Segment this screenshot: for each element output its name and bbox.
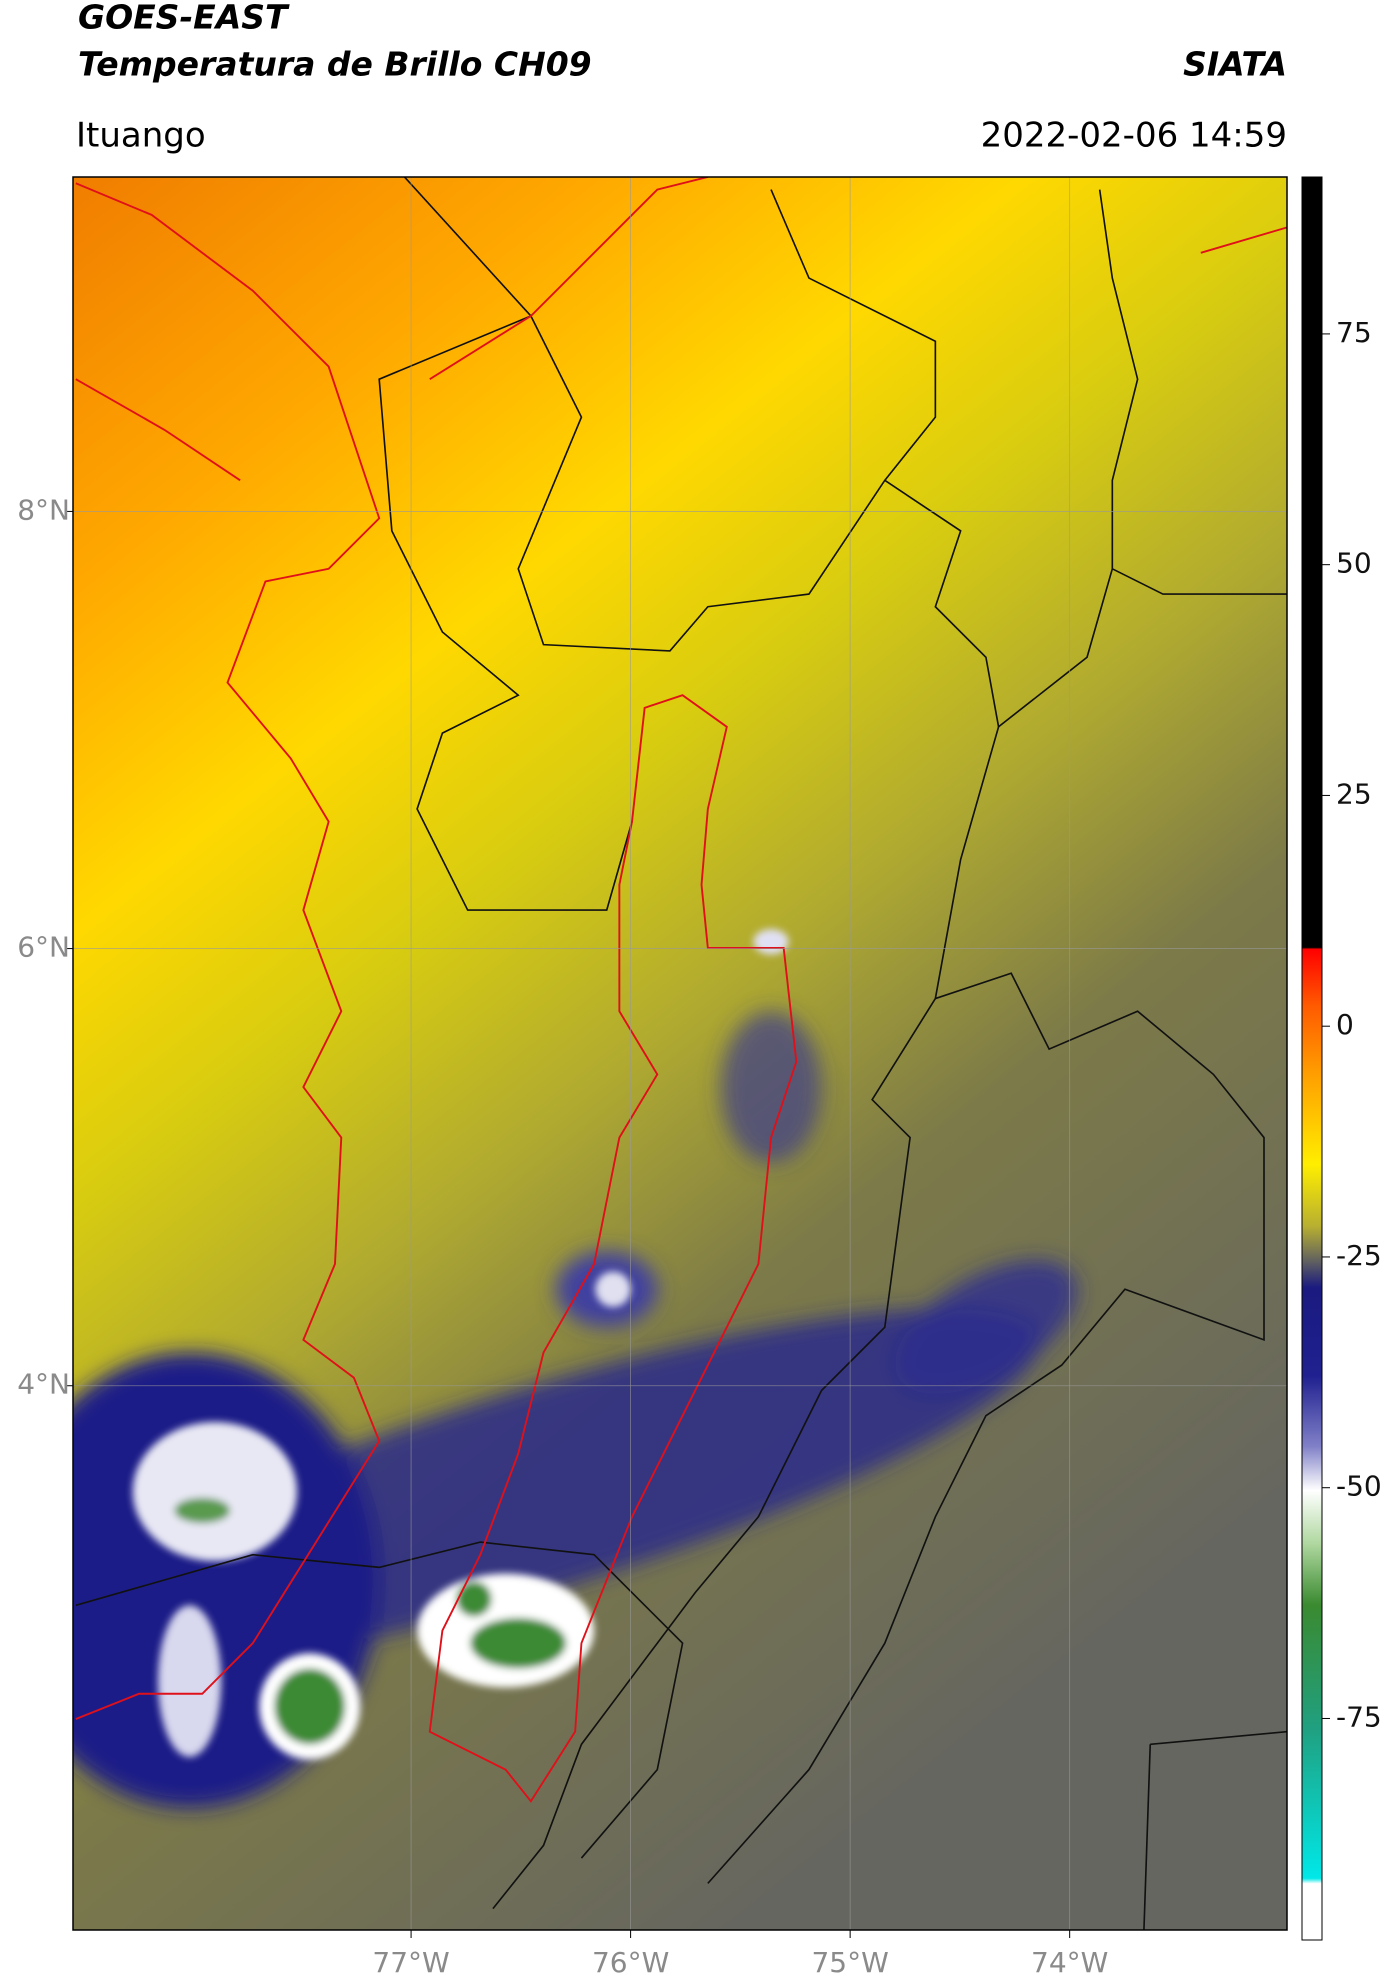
map-image bbox=[73, 177, 1287, 1930]
subtitle: Temperatura de Brillo CH09 bbox=[78, 45, 592, 84]
location: Ituango bbox=[76, 116, 206, 156]
x-tick-label: 75°W bbox=[811, 1946, 888, 1979]
colorbar-tick-label: -50 bbox=[1336, 1470, 1382, 1503]
y-tick-label: 6°N bbox=[17, 931, 70, 964]
colorbar-tick-label: 50 bbox=[1336, 547, 1372, 580]
title: GOES-EAST bbox=[78, 0, 290, 37]
y-tick-label: 8°N bbox=[17, 493, 70, 526]
x-tick-label: 74°W bbox=[1031, 1946, 1108, 1979]
colorbar-tick-label: -25 bbox=[1336, 1239, 1382, 1272]
colorbar-tick-label: 0 bbox=[1336, 1008, 1354, 1041]
y-tick-label: 4°N bbox=[17, 1368, 70, 1401]
map-frame bbox=[72, 176, 1288, 1931]
colorbar-tick-label: 25 bbox=[1336, 777, 1372, 810]
graticule bbox=[73, 177, 1287, 1930]
x-tick-label: 76°W bbox=[592, 1946, 669, 1979]
colorbar bbox=[1301, 176, 1323, 1941]
colorbar-tick-label: 75 bbox=[1336, 316, 1372, 349]
datetime: 2022-02-06 14:59 bbox=[981, 116, 1287, 156]
organization: SIATA bbox=[1183, 45, 1287, 84]
colorbar-tick-label: -75 bbox=[1336, 1700, 1382, 1733]
x-tick-label: 77°W bbox=[372, 1946, 449, 1979]
